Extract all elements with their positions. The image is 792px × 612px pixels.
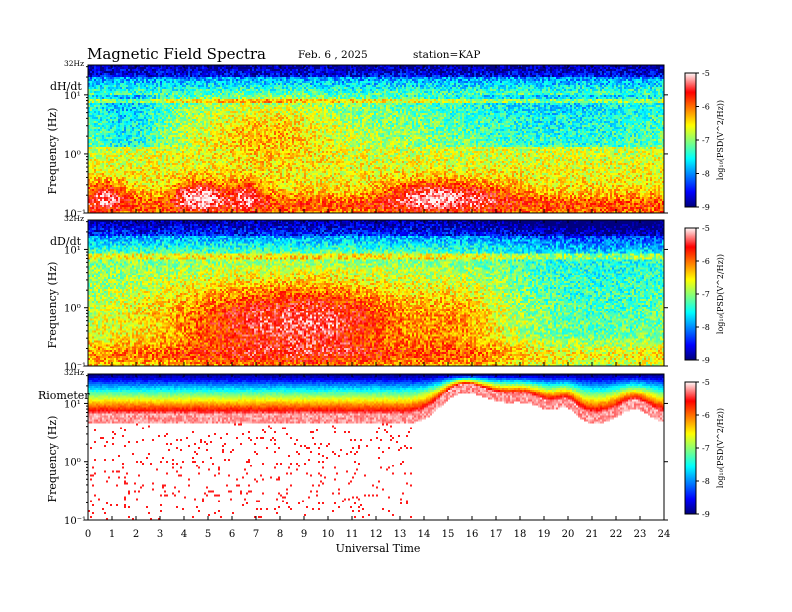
top-frequency-label: 32Hz [64,368,84,377]
x-tick-label: 18 [514,529,527,540]
top-frequency-label: 32Hz [64,59,84,68]
colorbar-tick-label: -9 [702,510,710,519]
colorbar-tick-label: -6 [702,103,710,112]
x-tick-label: 0 [85,529,91,540]
y-tick-label: 10⁻¹ [64,362,86,373]
panel-label: dD/dt [50,235,82,248]
x-tick-label: 22 [610,529,623,540]
colorbar-label: log₁₀(PSD(V^2/Hz)) [716,100,725,180]
x-tick-label: 7 [253,529,259,540]
colorbar-tick-label: -7 [702,136,710,145]
x-tick-label: 15 [442,529,455,540]
x-tick-label: 8 [277,529,283,540]
x-tick-label: 24 [658,529,671,540]
x-tick-label: 20 [562,529,575,540]
colorbar-tick-label: -8 [702,323,710,332]
x-tick-label: 1 [109,529,115,540]
colorbar-label: log₁₀(PSD(V^2/Hz)) [716,408,725,488]
figure-date: Feb. 6 , 2025 [298,49,368,61]
y-tick-label: 10⁻¹ [64,209,86,220]
colorbar [685,382,696,514]
panel-label: dH/dt [50,80,82,93]
spectrogram-panel: 10⁻¹ 10⁰ 10¹ 32Hz dH/dt Frequency (Hz) -5 -6 -7 -… [46,59,725,220]
colorbar-tick-label: -8 [702,170,710,179]
y-tick-label: 10⁰ [64,304,81,315]
colorbar-tick-label: -6 [702,257,710,266]
colorbar-label: log₁₀(PSD(V^2/Hz)) [716,254,725,334]
spectrogram-panel: 10⁻¹ 10⁰ 10¹ 32Hz dD/dt Frequency (Hz) -5 -6 -7 -… [46,214,725,373]
y-tick-label: 10¹ [64,399,81,410]
x-tick-label: 6 [229,529,235,540]
colorbar [685,73,696,207]
x-tick-label: 12 [370,529,383,540]
spectrogram-panel: 10⁻¹ 10⁰ 10¹ 32Hz Riometer Frequency (Hz) -5 -6… [38,368,725,527]
colorbar [685,228,696,360]
figure-station: station=KAP [413,49,480,61]
x-tick-label: 19 [538,529,551,540]
x-tick-label: 10 [322,529,335,540]
x-tick-label: 3 [157,529,163,540]
y-axis-label: Frequency (Hz) [46,416,59,503]
colorbar-tick-label: -8 [702,477,710,486]
x-tick-label: 9 [301,529,307,540]
x-tick-label: 16 [466,529,479,540]
x-axis-label: Universal Time [336,542,421,555]
x-tick-label: 4 [181,529,187,540]
colorbar-tick-label: -7 [702,444,710,453]
x-tick-label: 17 [490,529,503,540]
y-axis-label: Frequency (Hz) [46,108,59,195]
y-tick-label: 10⁻¹ [64,516,86,527]
y-tick-label: 10⁰ [64,150,81,161]
x-tick-label: 14 [418,529,431,540]
panel-label: Riometer [38,389,90,402]
figure-title: Magnetic Field Spectra [87,45,266,63]
y-axis-label: Frequency (Hz) [46,262,59,349]
top-frequency-label: 32Hz [64,214,84,223]
spectrogram-heatmap [88,374,664,520]
spectrogram-heatmap [88,65,664,213]
colorbar-tick-label: -5 [702,378,710,387]
colorbar-tick-label: -9 [702,356,710,365]
x-tick-label: 5 [205,529,211,540]
spectrogram-heatmap [88,220,664,366]
y-tick-label: 10¹ [64,245,81,256]
x-tick-label: 23 [634,529,647,540]
y-tick-label: 10¹ [64,91,81,102]
x-tick-label: 13 [394,529,407,540]
colorbar-tick-label: -5 [702,69,710,78]
colorbar-tick-label: -6 [702,411,710,420]
colorbar-tick-label: -5 [702,224,710,233]
x-tick-label: 2 [133,529,139,540]
y-tick-label: 10⁰ [64,458,81,469]
colorbar-tick-label: -7 [702,290,710,299]
x-tick-label: 11 [346,529,359,540]
colorbar-tick-label: -9 [702,203,710,212]
x-tick-label: 21 [586,529,599,540]
